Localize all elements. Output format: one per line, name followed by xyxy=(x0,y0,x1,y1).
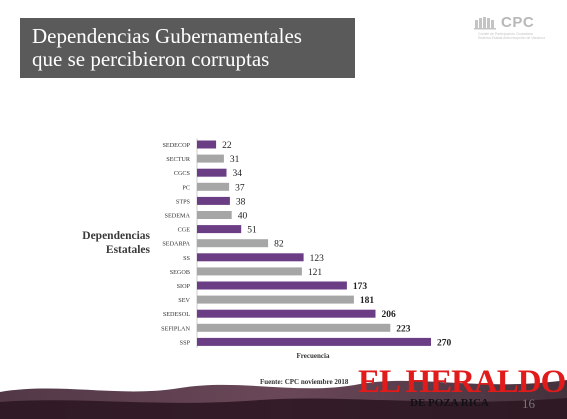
page-number: 16 xyxy=(522,396,535,411)
category-label-ssp: SSP xyxy=(180,339,191,346)
value-label-cgcs: 34 xyxy=(233,169,243,179)
bar-sedecop xyxy=(197,140,217,149)
bar-sefiplan xyxy=(197,323,391,332)
category-label-sedema: SEDEMA xyxy=(165,213,191,220)
value-label-stps: 38 xyxy=(236,197,246,207)
category-label-stps: STPS xyxy=(176,198,191,205)
value-label-pc: 37 xyxy=(235,183,245,193)
value-label-segob: 121 xyxy=(308,268,323,278)
category-label-segob: SEGOB xyxy=(170,269,190,276)
value-label-siop: 173 xyxy=(353,282,368,292)
value-label-sedesol: 206 xyxy=(382,310,397,320)
y-axis-title: Dependencias Estatales xyxy=(60,229,150,257)
category-label-ss: SS xyxy=(183,255,190,262)
bar-sedesol xyxy=(197,309,376,318)
value-label-sedarpa: 82 xyxy=(274,240,284,250)
bar-pc xyxy=(197,182,230,191)
cpc-logo-text: CPC xyxy=(501,14,535,31)
category-label-sedesol: SEDESOL xyxy=(163,311,190,318)
value-label-sedecop: 22 xyxy=(222,141,232,151)
category-label-sectur: SECTUR xyxy=(166,156,191,163)
category-label-cge: CGE xyxy=(178,227,191,234)
source-note: Fuente: CPC noviembre 2018 xyxy=(260,378,349,386)
slide-title-line-2: que se percibieron corruptas xyxy=(32,47,270,71)
el-heraldo-watermark: EL HERALDO DE POZA RICA xyxy=(358,364,566,414)
bar-ss xyxy=(197,253,304,262)
cpc-logo-subtitle-line-1: Comité de Participación Ciudadana xyxy=(478,32,533,36)
value-label-sev: 181 xyxy=(360,296,375,306)
value-label-sectur: 31 xyxy=(230,155,240,165)
bar-sectur xyxy=(197,154,224,163)
category-label-sefiplan: SEFIPLAN xyxy=(161,325,190,332)
bar-siop xyxy=(197,281,347,290)
cpc-logo-subtitle: Comité de Participación Ciudadana Sistem… xyxy=(478,32,552,40)
bar-cge xyxy=(197,225,242,234)
cpc-logo: CPC Comité de Participación Ciudadana Si… xyxy=(474,14,552,46)
y-axis-title-line-1: Dependencias xyxy=(82,230,150,243)
watermark-subtitle: DE POZA RICA xyxy=(410,397,489,409)
cpc-logo-mark-icon xyxy=(474,17,496,30)
bar-sev xyxy=(197,295,354,304)
bar-ssp xyxy=(197,337,431,346)
bar-sedarpa xyxy=(197,239,269,248)
value-label-cge: 51 xyxy=(247,226,257,236)
bar-stps xyxy=(197,196,230,205)
y-axis-title-line-2: Estatales xyxy=(105,244,150,257)
x-axis-title: Frecuencia xyxy=(296,352,330,360)
bar-cgcs xyxy=(197,168,227,177)
watermark-title: EL HERALDO xyxy=(358,364,566,400)
value-label-sedema: 40 xyxy=(238,212,248,222)
bar-sedema xyxy=(197,211,232,219)
category-label-pc: PC xyxy=(182,184,190,191)
category-label-sedarpa: SEDARPA xyxy=(162,241,190,248)
category-label-siop: SIOP xyxy=(177,283,191,290)
value-label-ss: 123 xyxy=(310,254,325,264)
slide-title-line-1: Dependencias Gubernamentales xyxy=(32,24,302,48)
category-label-sev: SEV xyxy=(178,297,190,304)
cpc-logo-subtitle-line-2: Sistema Estatal Anticorrupción de Veracr… xyxy=(478,36,546,40)
category-label-cgcs: CGCS xyxy=(174,170,191,177)
slide-title-box: Dependencias Gubernamentales que se perc… xyxy=(20,18,355,78)
category-label-sedecop: SEDECOP xyxy=(162,142,190,149)
value-label-sefiplan: 223 xyxy=(396,324,411,334)
value-label-ssp: 270 xyxy=(437,338,452,348)
bar-segob xyxy=(197,267,302,276)
